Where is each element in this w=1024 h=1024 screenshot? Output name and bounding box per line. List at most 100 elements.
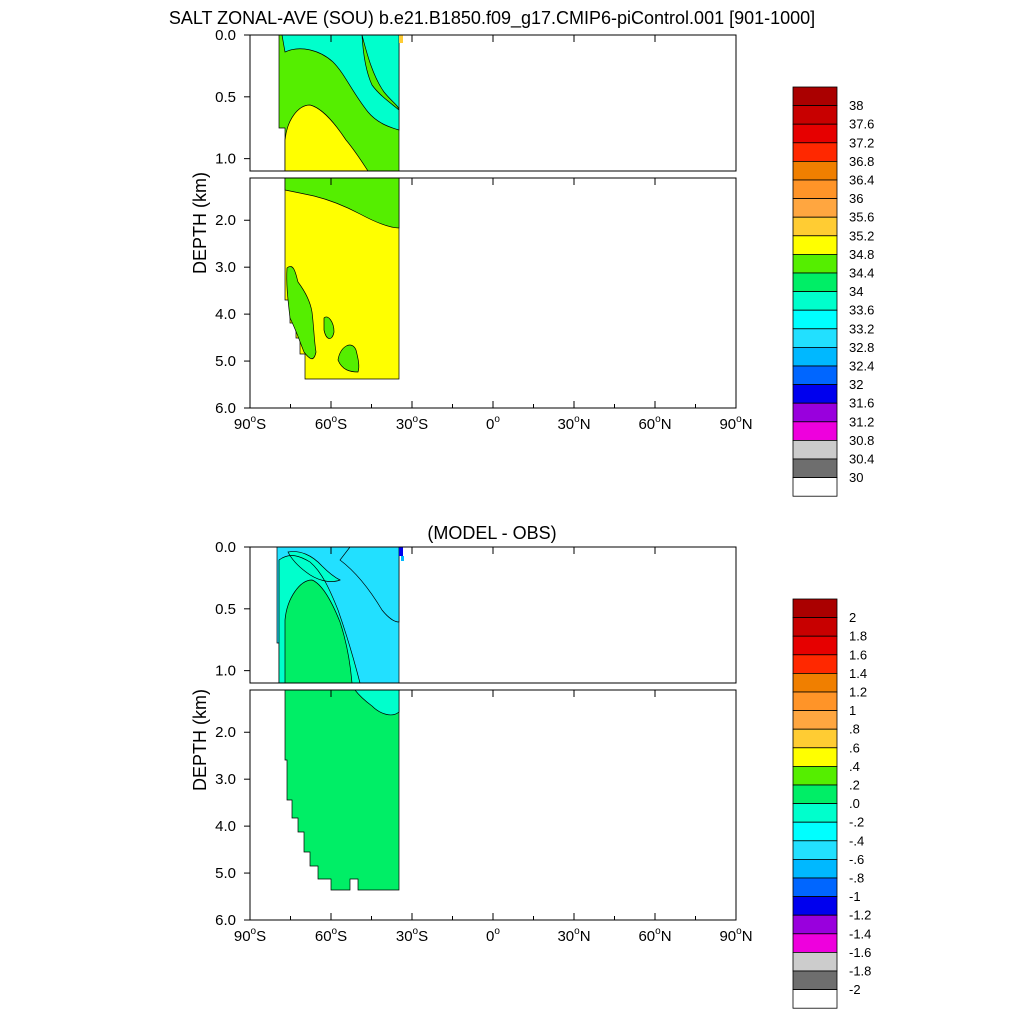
difference-title: (MODEL - OBS) <box>427 523 556 543</box>
x-tick-label: 30oN <box>557 414 590 433</box>
colorbar-label: 34.8 <box>849 247 874 262</box>
colorbar-swatch <box>792 859 838 879</box>
model-colorbar: 38 37.6 37.2 36.8 36.4 36 35.6 35.2 34.8 34.4 34 33… <box>792 86 874 497</box>
y-tick-label: 4.0 <box>215 306 236 323</box>
colorbar-label: 36.4 <box>849 173 874 188</box>
y-tick-label: 1.0 <box>215 151 236 168</box>
colorbar-label: -1.4 <box>849 926 871 941</box>
y-tick-label: 0.0 <box>215 539 236 556</box>
model-region-cyan <box>281 35 400 131</box>
colorbar-swatch <box>792 766 838 786</box>
colorbar-label: 30.8 <box>849 433 874 448</box>
colorbar-swatch <box>792 105 838 125</box>
colorbar-label: 36.8 <box>849 154 874 169</box>
colorbar-label: -2 <box>849 982 861 997</box>
colorbar-swatch <box>792 821 838 842</box>
colorbar-label: 1.4 <box>849 666 867 681</box>
y-tick-label: 2.0 <box>215 212 236 229</box>
colorbar-swatch <box>792 691 838 712</box>
colorbar-label: -1.2 <box>849 908 871 923</box>
model-ylabel: DEPTH (km) <box>190 172 210 274</box>
colorbar-swatch <box>792 598 838 619</box>
colorbar-swatch <box>792 952 838 972</box>
colorbar-label: 36 <box>849 191 863 206</box>
model-region-green-spot2 <box>323 316 335 339</box>
model-lower-fill <box>284 178 400 380</box>
colorbar-swatch <box>792 617 838 637</box>
difference-axes: 90oS 60oS 30oS 0o 30oN 60oN 90oN 0.0 0.5 1.0 2.0 3.… <box>215 539 752 945</box>
colorbar-label: 1.2 <box>849 685 867 700</box>
colorbar-label: 1 <box>849 703 856 718</box>
colorbar-label: 1.8 <box>849 629 867 644</box>
x-tick-label: 0o <box>486 926 500 945</box>
colorbar-label: 2 <box>849 610 856 625</box>
x-tick-label: 90oN <box>719 414 752 433</box>
colorbar-label: 32 <box>849 377 863 392</box>
colorbar-label: 33.6 <box>849 303 874 318</box>
colorbar-swatch <box>792 458 838 479</box>
colorbar-swatch <box>792 673 838 693</box>
y-tick-label: 6.0 <box>215 912 236 929</box>
colorbar-swatch <box>792 635 838 656</box>
colorbar-label: .4 <box>849 759 860 774</box>
colorbar-swatch <box>792 346 838 367</box>
colorbar-label: 37.6 <box>849 117 874 132</box>
diff-surface-spot-2 <box>401 556 404 561</box>
colorbar-swatch <box>792 123 838 144</box>
y-tick-label: 3.0 <box>215 259 236 276</box>
colorbar-label: 32.4 <box>849 359 874 374</box>
colorbar-swatch <box>792 179 838 200</box>
model-region-yellow <box>284 104 369 171</box>
colorbar-swatch <box>792 272 838 293</box>
colorbar-swatch <box>792 914 838 935</box>
panel-model: 90oS 60oS 30oS 0o 30oN 60oN 90oN 0.0 0.5 1.0 2.0 3.… <box>190 27 874 497</box>
x-tick-label: 0o <box>486 414 500 433</box>
model-region-green-bottom <box>286 266 317 360</box>
colorbar-label: .6 <box>849 740 860 755</box>
diff-region-green <box>284 579 353 683</box>
colorbar-label: -.6 <box>849 852 864 867</box>
x-tick-label: 60oN <box>638 414 671 433</box>
colorbar-label: 33.2 <box>849 321 874 336</box>
colorbar-label: 31.6 <box>849 396 874 411</box>
colorbar-label: 35.2 <box>849 228 874 243</box>
model-axes: 90oS 60oS 30oS 0o 30oN 60oN 90oN 0.0 0.5 1.0 2.0 3.… <box>215 27 752 433</box>
colorbar-label: 37.2 <box>849 135 874 150</box>
colorbar-swatch <box>792 803 838 823</box>
y-tick-label: 1.0 <box>215 663 236 680</box>
colorbar-swatch <box>792 86 838 107</box>
colorbar-label: -1.8 <box>849 964 871 979</box>
colorbar-swatch <box>792 989 838 1009</box>
colorbar-label: 30 <box>849 470 863 485</box>
x-tick-label: 30oS <box>396 926 428 945</box>
colorbar-swatch <box>792 439 838 460</box>
colorbar-label: 1.6 <box>849 647 867 662</box>
colorbar-swatch <box>792 402 838 423</box>
colorbar-swatch <box>792 877 838 898</box>
model-upper-fill <box>278 35 403 171</box>
colorbar-swatch <box>792 933 838 953</box>
y-tick-label: 4.0 <box>215 818 236 835</box>
colorbar-swatch <box>792 216 838 237</box>
colorbar-label: -.4 <box>849 833 864 848</box>
y-tick-label: 5.0 <box>215 865 236 882</box>
colorbar-swatch <box>792 477 838 497</box>
model-region-green-spot <box>337 344 360 373</box>
colorbar-label: 34 <box>849 284 863 299</box>
colorbar-swatch <box>792 896 838 916</box>
y-tick-label: 0.5 <box>215 89 236 106</box>
colorbar-swatch <box>792 710 838 730</box>
x-tick-label: 60oS <box>315 414 347 433</box>
difference-ylabel: DEPTH (km) <box>190 689 210 791</box>
y-tick-label: 2.0 <box>215 724 236 741</box>
y-tick-label: 0.0 <box>215 27 236 44</box>
colorbar-swatch <box>792 728 838 749</box>
x-tick-label: 30oS <box>396 414 428 433</box>
colorbar-label: .0 <box>849 796 860 811</box>
x-tick-label: 60oN <box>638 926 671 945</box>
y-tick-label: 3.0 <box>215 771 236 788</box>
diff-surface-spot-1 <box>399 547 403 556</box>
colorbar-label: 34.4 <box>849 266 874 281</box>
difference-lower-fill <box>284 690 400 891</box>
